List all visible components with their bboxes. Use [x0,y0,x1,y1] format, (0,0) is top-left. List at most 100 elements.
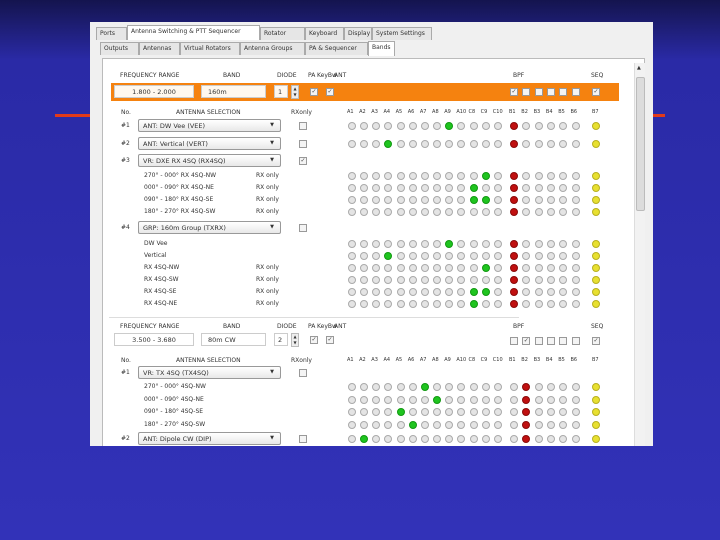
antenna-led-A7[interactable] [420,184,429,192]
antenna-led-A10[interactable] [457,300,466,308]
antenna-led-A9[interactable] [445,208,454,216]
bpf-led-B3[interactable] [534,172,543,180]
antenna-led-A8[interactable] [433,208,442,216]
antenna-led-A3[interactable] [372,196,381,204]
antenna-led-C8[interactable] [469,408,478,416]
bpf-led-B4[interactable] [546,264,555,272]
rxonly-checkbox[interactable] [299,369,307,377]
antenna-led-A3[interactable] [372,208,381,216]
bpf-led-B2[interactable] [522,288,531,296]
seq-checkbox[interactable]: ✓ [592,88,600,96]
scrollbar-thumb[interactable] [636,77,645,211]
antenna-led-A9[interactable] [445,288,454,296]
antenna-led-C10[interactable] [493,396,502,404]
antenna-led-A6[interactable] [408,435,417,443]
seq-checkbox[interactable]: ✓ [592,337,600,345]
antenna-led-A9[interactable] [445,435,454,443]
antenna-led-A5[interactable] [396,264,405,272]
seq-led-B7[interactable] [592,264,600,272]
antenna-led-C10[interactable] [493,252,502,260]
seq-led-B7[interactable] [592,421,600,429]
antenna-led-C9[interactable] [481,396,490,404]
antenna-led-A1[interactable] [348,184,356,192]
antenna-led-C10[interactable] [493,435,502,443]
antenna-led-A4[interactable] [384,264,393,272]
antenna-led-A10[interactable] [457,421,466,429]
bpf-led-B3[interactable] [534,184,543,192]
antenna-led-A1[interactable] [348,140,356,148]
antenna-led-A7[interactable] [420,240,429,248]
antenna-led-C9[interactable] [481,184,490,192]
bpf-led-B3[interactable] [534,421,543,429]
antenna-led-A10[interactable] [457,208,466,216]
bpf-led-B3[interactable] [534,300,543,308]
antenna-led-A7[interactable] [420,276,429,284]
antenna-led-A4[interactable] [384,435,393,443]
bpf-led-B1[interactable] [510,396,518,404]
bpf-checkbox-B3[interactable] [534,88,543,96]
bpf-led-B1[interactable] [510,276,518,284]
bpf-led-B2[interactable] [522,172,531,180]
bpf-led-B3[interactable] [534,196,543,204]
antenna-led-A6[interactable] [408,421,417,429]
diode-stepper[interactable]: ▲ ▼ [291,333,299,347]
bpf-led-B1[interactable] [510,252,518,260]
bpf-led-B5[interactable] [559,408,568,416]
antenna-led-A4[interactable] [384,208,393,216]
antenna-led-A1[interactable] [348,208,356,216]
antenna-led-C8[interactable] [469,435,478,443]
antenna-led-A8[interactable] [433,140,442,148]
antenna-led-A8[interactable] [433,383,442,391]
antenna-led-A5[interactable] [396,383,405,391]
antenna-led-C8[interactable] [469,276,478,284]
bpf-led-B1[interactable] [510,264,518,272]
antenna-led-A2[interactable] [360,408,369,416]
antenna-led-C8[interactable] [469,396,478,404]
antenna-led-C9[interactable] [481,208,490,216]
antenna-led-A3[interactable] [372,240,381,248]
bpf-led-B6[interactable] [571,122,580,130]
tab-main-5[interactable]: System Settings [372,27,432,40]
rxonly-checkbox[interactable]: ✓ [299,157,307,165]
rxonly-checkbox[interactable] [299,224,307,232]
tab-sub-0[interactable]: Outputs [100,42,139,55]
bpf-led-B4[interactable] [546,435,555,443]
antenna-led-A9[interactable] [445,252,454,260]
antenna-led-A8[interactable] [433,408,442,416]
antenna-led-A1[interactable] [348,408,356,416]
bpf-led-B2[interactable] [522,252,531,260]
seq-led-B7[interactable] [592,122,600,130]
antenna-led-A5[interactable] [396,408,405,416]
bpf-led-B2[interactable] [522,435,531,443]
bpf-led-B6[interactable] [571,140,580,148]
seq-led-B7[interactable] [592,208,600,216]
antenna-led-A3[interactable] [372,184,381,192]
antenna-led-A8[interactable] [433,172,442,180]
antenna-led-A9[interactable] [445,300,454,308]
antenna-led-A1[interactable] [348,264,356,272]
antenna-led-A3[interactable] [372,300,381,308]
bpf-led-B6[interactable] [571,288,580,296]
bpf-led-B3[interactable] [534,252,543,260]
antenna-led-A9[interactable] [445,276,454,284]
antenna-led-A2[interactable] [360,435,369,443]
antenna-led-C9[interactable] [481,240,490,248]
antenna-led-A1[interactable] [348,288,356,296]
bpf-led-B4[interactable] [546,383,555,391]
antenna-led-C9[interactable] [481,122,490,130]
bpf-led-B3[interactable] [534,408,543,416]
pa-checkbox[interactable]: ✓ [310,336,318,344]
antenna-led-A9[interactable] [445,140,454,148]
antenna-led-A7[interactable] [420,300,429,308]
seq-led-B7[interactable] [592,300,600,308]
bpf-led-B3[interactable] [534,288,543,296]
antenna-led-C9[interactable] [481,300,490,308]
antenna-led-A10[interactable] [457,396,466,404]
antenna-led-A7[interactable] [420,252,429,260]
antenna-led-A7[interactable] [420,140,429,148]
antenna-led-C10[interactable] [493,172,502,180]
bpf-led-B1[interactable] [510,408,518,416]
bpf-led-B5[interactable] [559,276,568,284]
antenna-led-A1[interactable] [348,172,356,180]
antenna-led-A2[interactable] [360,196,369,204]
